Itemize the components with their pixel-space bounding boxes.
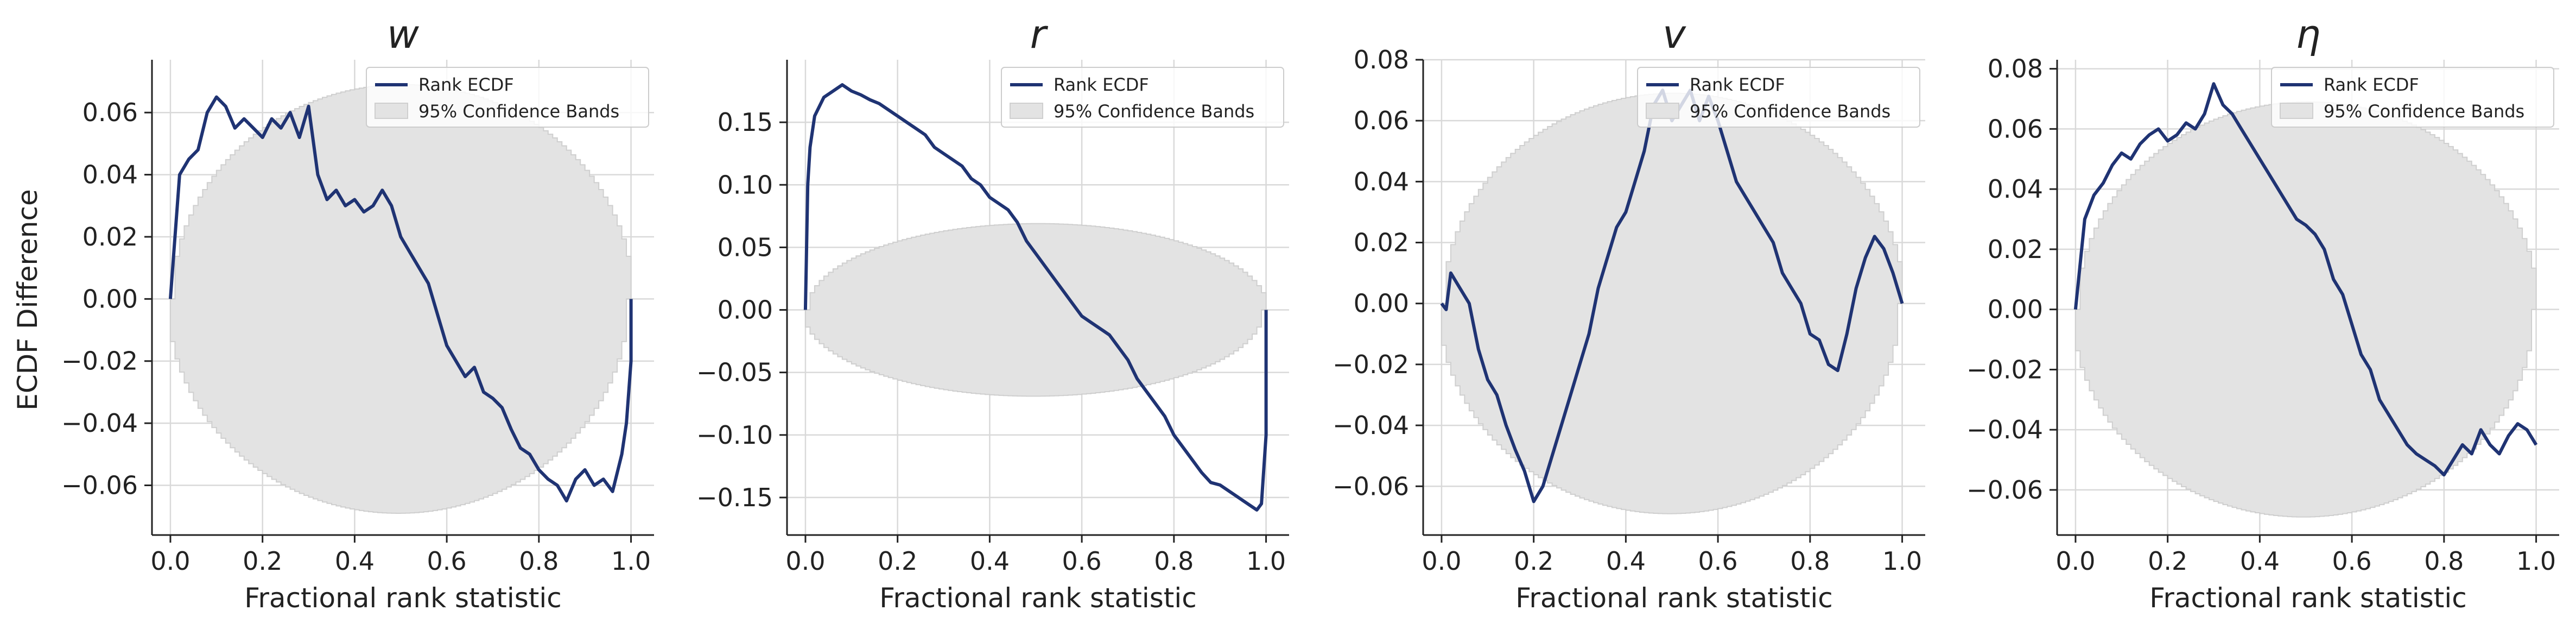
panel-title: η	[2296, 11, 2321, 57]
y-tick-label: −0.05	[696, 358, 773, 387]
legend-band-swatch	[1010, 103, 1043, 119]
chart-panel-1: 0.0 0.2 0.4 0.6 0.8 1.0 −0.06 −0.04 −0.02 0.00 0.0…	[61, 11, 654, 614]
x-tick-label: 1.0	[611, 546, 651, 576]
x-tick-label: 1.0	[1246, 546, 1286, 576]
legend-band-swatch	[375, 103, 408, 119]
legend-band-swatch	[1646, 103, 1679, 119]
legend-label-confidence-bands: 95% Confidence Bands	[1054, 101, 1254, 122]
x-tick-label: 0.2	[2148, 546, 2187, 576]
y-tick-label: 0.00	[1988, 295, 2043, 324]
y-tick-label: 0.02	[1354, 228, 1409, 257]
y-tick-label: 0.15	[718, 108, 773, 137]
confidence-band	[804, 223, 1267, 397]
y-tick-label: 0.06	[1988, 114, 2043, 143]
chart-panel-3: 0.0 0.2 0.4 0.6 0.8 1.0 −0.06 −0.04 −0.02 0.00 0.0…	[1333, 11, 1925, 614]
y-tick-label: 0.04	[83, 160, 138, 190]
y-tick-label: 0.10	[718, 170, 773, 199]
y-tick-label: 0.02	[83, 222, 138, 251]
x-axis-label: Fractional rank statistic	[2149, 582, 2467, 614]
legend-box	[1001, 67, 1284, 128]
x-tick-label: 1.0	[1882, 546, 1922, 576]
x-tick-label: 0.6	[427, 546, 467, 576]
x-axis-label: Fractional rank statistic	[1515, 582, 1833, 614]
x-tick-label: 0.0	[785, 546, 825, 576]
x-tick-label: 0.8	[1790, 546, 1830, 576]
x-tick-label: 0.6	[2332, 546, 2372, 576]
legend-label-rank-ecdf: Rank ECDF	[1054, 74, 1149, 95]
y-tick-label: −0.02	[1966, 355, 2043, 384]
y-tick-label: 0.06	[83, 98, 138, 127]
legend: Rank ECDF 95% Confidence Bands	[1637, 67, 1920, 128]
y-tick-label: −0.06	[61, 470, 138, 500]
legend-label-confidence-bands: 95% Confidence Bands	[418, 101, 619, 122]
panel-title: r	[1030, 11, 1049, 57]
x-tick-label: 0.8	[2424, 546, 2464, 576]
y-tick-label: −0.10	[696, 420, 773, 450]
legend-band-swatch	[2280, 103, 2313, 119]
x-tick-label: 0.2	[1514, 546, 1553, 576]
x-tick-label: 1.0	[2516, 546, 2556, 576]
y-tick-label: −0.02	[1333, 350, 1409, 379]
y-tick-label: −0.04	[61, 408, 138, 438]
legend: Rank ECDF 95% Confidence Bands	[2271, 67, 2554, 128]
x-tick-label: 0.0	[1422, 546, 1461, 576]
legend: Rank ECDF 95% Confidence Bands	[1001, 67, 1284, 128]
x-tick-label: 0.0	[150, 546, 190, 576]
y-tick-label: −0.04	[1333, 411, 1409, 440]
x-tick-label: 0.4	[1606, 546, 1646, 576]
legend: Rank ECDF 95% Confidence Bands	[366, 67, 649, 128]
y-tick-label: 0.00	[83, 284, 138, 313]
y-tick-label: 0.04	[1988, 174, 2043, 204]
x-tick-label: 0.4	[970, 546, 1010, 576]
shared-y-axis-label: ECDF Difference	[12, 189, 43, 410]
y-tick-label: 0.08	[1988, 54, 2043, 84]
x-tick-label: 0.4	[2240, 546, 2280, 576]
y-tick-label: 0.02	[1988, 235, 2043, 264]
x-tick-label: 0.2	[878, 546, 917, 576]
legend-label-rank-ecdf: Rank ECDF	[418, 74, 514, 95]
y-tick-label: 0.08	[1354, 45, 1409, 74]
legend-box	[366, 67, 649, 128]
y-tick-label: 0.00	[718, 295, 773, 325]
confidence-band	[169, 84, 632, 514]
chart-panel-4: 0.0 0.2 0.4 0.6 0.8 1.0 −0.06 −0.04 −0.02 0.00 0.0…	[1966, 11, 2559, 614]
panel-title: w	[387, 11, 419, 57]
y-tick-label: −0.15	[696, 483, 773, 512]
x-axis-label: Fractional rank statistic	[879, 582, 1197, 614]
y-tick-label: −0.02	[61, 347, 138, 376]
legend-label-rank-ecdf: Rank ECDF	[2324, 74, 2419, 95]
legend-label-rank-ecdf: Rank ECDF	[1690, 74, 1785, 95]
x-tick-label: 0.4	[335, 546, 375, 576]
x-tick-label: 0.6	[1062, 546, 1102, 576]
y-tick-label: 0.06	[1354, 106, 1409, 135]
y-tick-label: 0.05	[718, 232, 773, 262]
rank-ecdf-line	[2073, 82, 2538, 477]
legend-box	[1637, 67, 1920, 128]
y-tick-label: −0.06	[1333, 471, 1409, 501]
legend-box	[2271, 67, 2554, 128]
y-tick-label: −0.04	[1966, 415, 2043, 444]
x-axis-label: Fractional rank statistic	[244, 582, 562, 614]
y-tick-label: −0.06	[1966, 475, 2043, 505]
chart-panel-2: 0.0 0.2 0.4 0.6 0.8 1.0 −0.15 −0.10 −0.05 0.00 0.0…	[696, 11, 1289, 614]
rank-ecdf-line	[168, 95, 633, 503]
x-tick-label: 0.0	[2055, 546, 2095, 576]
panel-title: v	[1663, 11, 1686, 57]
x-tick-label: 0.8	[1154, 546, 1194, 576]
y-tick-label: 0.00	[1354, 289, 1409, 318]
legend-label-confidence-bands: 95% Confidence Bands	[1690, 101, 1890, 122]
x-tick-label: 0.6	[1698, 546, 1738, 576]
y-tick-label: 0.04	[1354, 167, 1409, 196]
x-tick-label: 0.8	[519, 546, 559, 576]
rank-ecdf-line	[803, 83, 1268, 512]
legend-label-confidence-bands: 95% Confidence Bands	[2324, 101, 2524, 122]
confidence-band	[1441, 92, 1903, 514]
x-tick-label: 0.2	[243, 546, 282, 576]
confidence-band	[2074, 101, 2537, 518]
